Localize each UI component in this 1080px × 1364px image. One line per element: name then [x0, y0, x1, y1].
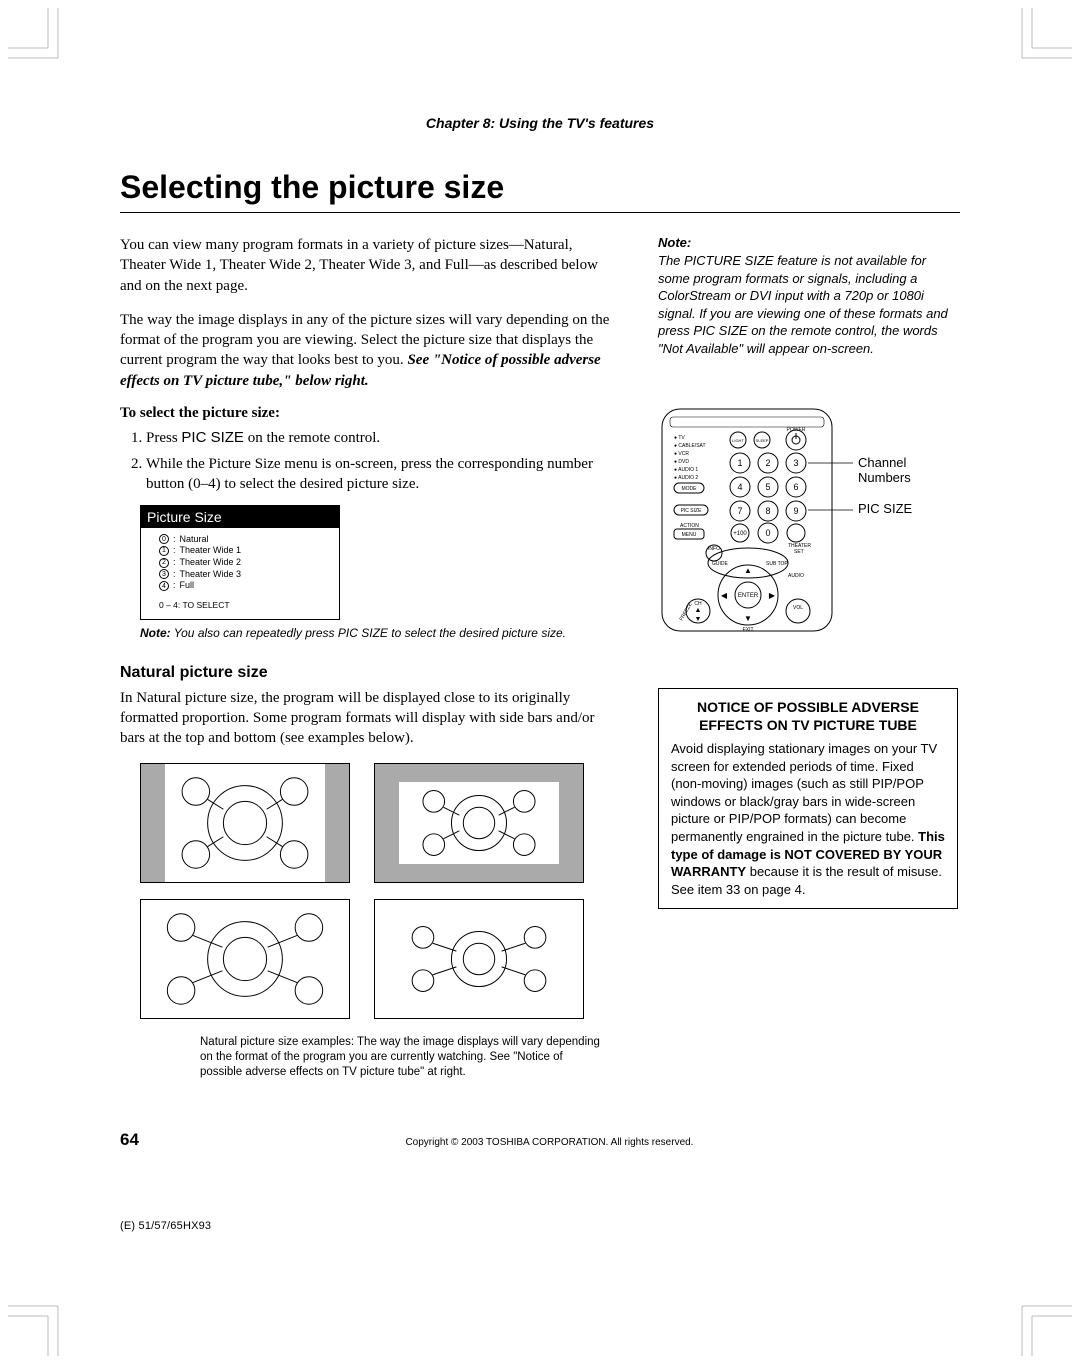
svg-text:▲: ▲	[744, 566, 752, 575]
intro-paragraph-2: The way the image displays in any of the…	[120, 310, 620, 391]
example-tv-4	[374, 899, 584, 1019]
svg-text:ENTER: ENTER	[738, 593, 759, 599]
svg-text:MENU: MENU	[682, 532, 697, 538]
svg-text:● VCR: ● VCR	[674, 451, 689, 457]
inline-note: Note: You also can repeatedly press PIC …	[140, 626, 620, 640]
svg-text:● DVD: ● DVD	[674, 459, 689, 465]
svg-text:FREEZE: FREEZE	[679, 602, 694, 623]
osd-item: 2 : Theater Wide 2	[159, 557, 331, 569]
film-reel-icon	[375, 900, 583, 1018]
svg-text:2: 2	[765, 458, 770, 468]
svg-text:9: 9	[793, 506, 798, 516]
chapter-heading: Chapter 8: Using the TV's features	[120, 115, 960, 131]
osd-item: 0 : Natural	[159, 534, 331, 546]
crop-mark-tr	[1012, 8, 1072, 68]
left-column: You can view many program formats in a v…	[120, 235, 620, 1090]
svg-text:● AUDIO 1: ● AUDIO 1	[674, 467, 698, 473]
svg-text:0: 0	[765, 528, 770, 538]
svg-text:● AUDIO 2: ● AUDIO 2	[674, 475, 698, 481]
to-select-heading: To select the picture size:	[120, 405, 620, 422]
svg-text:PIC SIZE: PIC SIZE	[681, 508, 703, 514]
svg-text:5: 5	[765, 482, 770, 492]
osd-item: 4 : Full	[159, 580, 331, 592]
note-body: The PICTURE SIZE feature is not availabl…	[658, 252, 958, 357]
svg-text:● CABLE/SAT: ● CABLE/SAT	[674, 443, 706, 449]
svg-text:1: 1	[737, 458, 742, 468]
example-tv-2	[374, 763, 584, 883]
svg-text:SUB TOP: SUB TOP	[766, 561, 788, 567]
step-1: Press PIC SIZE on the remote control.	[146, 428, 620, 448]
page-number: 64	[120, 1130, 139, 1150]
svg-text:SET: SET	[794, 549, 804, 555]
step-2: While the Picture Size menu is on-screen…	[146, 454, 620, 495]
crop-mark-tl	[8, 8, 68, 68]
right-column: Note: The PICTURE SIZE feature is not av…	[658, 235, 958, 1090]
note-heading: Note:	[658, 235, 958, 250]
page-title: Selecting the picture size	[120, 169, 960, 213]
svg-text:▲: ▲	[695, 606, 702, 614]
steps-list: Press PIC SIZE on the remote control. Wh…	[120, 428, 620, 495]
copyright-text: Copyright © 2003 TOSHIBA CORPORATION. Al…	[139, 1137, 960, 1148]
svg-text:3: 3	[793, 458, 798, 468]
svg-text:7: 7	[737, 506, 742, 516]
svg-text:8: 8	[765, 506, 770, 516]
svg-text:EXIT: EXIT	[742, 627, 753, 633]
svg-text:● TV: ● TV	[674, 435, 685, 441]
crop-mark-br	[1012, 1296, 1072, 1356]
film-reel-icon	[141, 900, 349, 1018]
notice-box: NOTICE OF POSSIBLE ADVERSE EFFECTS ON TV…	[658, 688, 958, 909]
osd-footnote: 0 – 4: TO SELECT	[159, 600, 331, 611]
inline-note-label: Note:	[140, 626, 171, 640]
step1-keycap: PIC SIZE	[181, 429, 244, 446]
natural-heading: Natural picture size	[120, 664, 620, 682]
osd-panel: Picture Size 0 : Natural 1 : Theater Wid…	[140, 505, 340, 620]
svg-text:INFO: INFO	[708, 546, 720, 552]
svg-text:▼: ▼	[744, 614, 752, 623]
svg-text:LIGHT: LIGHT	[732, 438, 744, 443]
example-tv-1	[140, 763, 350, 883]
osd-body: 0 : Natural 1 : Theater Wide 1 2 : Theat…	[141, 528, 339, 619]
svg-text:ACTION: ACTION	[680, 523, 699, 529]
natural-body: In Natural picture size, the program wil…	[120, 688, 620, 749]
example-tv-3	[140, 899, 350, 1019]
remote-diagram: ● TV ● CABLE/SAT ● VCR ● DVD ● AUDIO 1 ●…	[658, 405, 958, 640]
osd-title: Picture Size	[141, 506, 339, 528]
svg-text:+100: +100	[733, 531, 747, 537]
inline-note-text: You also can repeatedly press PIC SIZE t…	[171, 626, 566, 640]
svg-text:SLEEP: SLEEP	[756, 438, 769, 443]
svg-text:▼: ▼	[695, 615, 702, 623]
remote-icon: ● TV ● CABLE/SAT ● VCR ● DVD ● AUDIO 1 ●…	[658, 405, 853, 635]
label-pic-size: PIC SIZE	[858, 501, 912, 516]
svg-text:4: 4	[737, 482, 742, 492]
svg-text:▶: ▶	[769, 591, 776, 600]
page-content: Chapter 8: Using the TV's features Selec…	[120, 115, 960, 1090]
svg-text:6: 6	[793, 482, 798, 492]
crop-mark-bl	[8, 1296, 68, 1356]
film-reel-icon	[165, 764, 325, 882]
examples-grid: Natural picture size examples: The way t…	[140, 763, 620, 1080]
footer-model-code: (E) 51/57/65HX93	[120, 1220, 211, 1232]
svg-text:◀: ◀	[721, 591, 728, 600]
page-footer: 64 Copyright © 2003 TOSHIBA CORPORATION.…	[120, 1130, 960, 1150]
svg-text:GUIDE: GUIDE	[712, 561, 729, 567]
osd-item: 1 : Theater Wide 1	[159, 545, 331, 557]
notice-body: Avoid displaying stationary images on yo…	[671, 740, 945, 898]
osd-item: 3 : Theater Wide 3	[159, 569, 331, 581]
svg-text:MODE: MODE	[682, 486, 698, 492]
examples-caption: Natural picture size examples: The way t…	[200, 1035, 600, 1080]
notice-title: NOTICE OF POSSIBLE ADVERSE EFFECTS ON TV…	[671, 699, 945, 734]
svg-text:AUDIO: AUDIO	[788, 573, 804, 579]
svg-text:VOL: VOL	[793, 605, 803, 611]
label-channel-numbers: Channel Numbers	[858, 455, 958, 485]
intro-paragraph-1: You can view many program formats in a v…	[120, 235, 620, 296]
